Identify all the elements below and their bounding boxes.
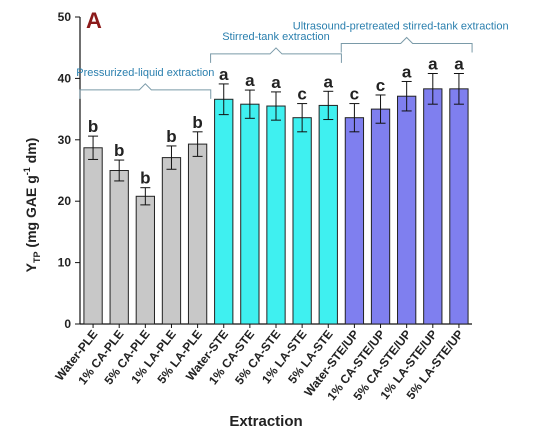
significance-letter: b xyxy=(114,141,124,160)
y-axis-label-text: YTP (mg GAE g-1 dm) xyxy=(22,138,42,273)
bar xyxy=(266,105,286,325)
bar xyxy=(318,104,338,325)
bar xyxy=(370,108,391,325)
significance-letter: a xyxy=(219,65,229,84)
significance-letter: a xyxy=(402,62,412,81)
y-axis-label-sub: TP xyxy=(32,251,42,263)
y-tick-label: 40 xyxy=(58,71,72,85)
group-bracket xyxy=(79,83,212,99)
significance-letter: a xyxy=(454,54,464,73)
bar xyxy=(109,170,129,325)
bar xyxy=(240,103,260,325)
group-label: Ultrasound-pretreated stirred-tank extra… xyxy=(293,20,509,32)
y-axis-label-main: Y xyxy=(23,262,39,272)
significance-letter: a xyxy=(245,71,255,90)
y-axis-label-sup: -1 xyxy=(22,167,32,175)
y-tick-label: 20 xyxy=(58,194,72,208)
bar xyxy=(449,88,469,325)
significance-letter: b xyxy=(88,117,98,136)
group-label: Stirred-tank extraction xyxy=(222,31,330,43)
y-axis-label-unit-pre: (mg GAE g xyxy=(23,175,39,251)
y-tick-label: 10 xyxy=(58,256,72,270)
significance-letter: a xyxy=(324,72,334,91)
x-axis-label: Extraction xyxy=(229,413,302,430)
significance-letter: a xyxy=(428,54,438,73)
bar xyxy=(423,88,443,325)
group-label: Pressurized-liquid extraction xyxy=(76,67,214,79)
panel-letter: A xyxy=(86,8,102,33)
group-bracket xyxy=(340,36,473,53)
significance-letter: b xyxy=(140,169,150,188)
bar xyxy=(187,143,208,325)
group-bracket xyxy=(210,47,342,63)
significance-letter: b xyxy=(192,113,202,132)
bar xyxy=(83,147,103,325)
bar xyxy=(397,95,417,325)
significance-letter: c xyxy=(350,85,359,104)
bar xyxy=(135,195,155,325)
bar xyxy=(344,117,365,325)
y-tick-label: 50 xyxy=(58,10,72,24)
significance-letter: c xyxy=(376,76,385,95)
y-tick-label: 30 xyxy=(58,133,72,147)
bar xyxy=(214,98,234,325)
significance-letter: c xyxy=(297,85,306,104)
y-tick-label: 0 xyxy=(64,317,71,331)
bar xyxy=(161,157,182,325)
y-axis-label: YTP (mg GAE g-1 dm) xyxy=(22,138,42,273)
bar xyxy=(292,117,312,325)
significance-letter: a xyxy=(271,73,281,92)
y-axis-label-unit-post: dm) xyxy=(23,138,39,168)
significance-letter: b xyxy=(166,127,176,146)
